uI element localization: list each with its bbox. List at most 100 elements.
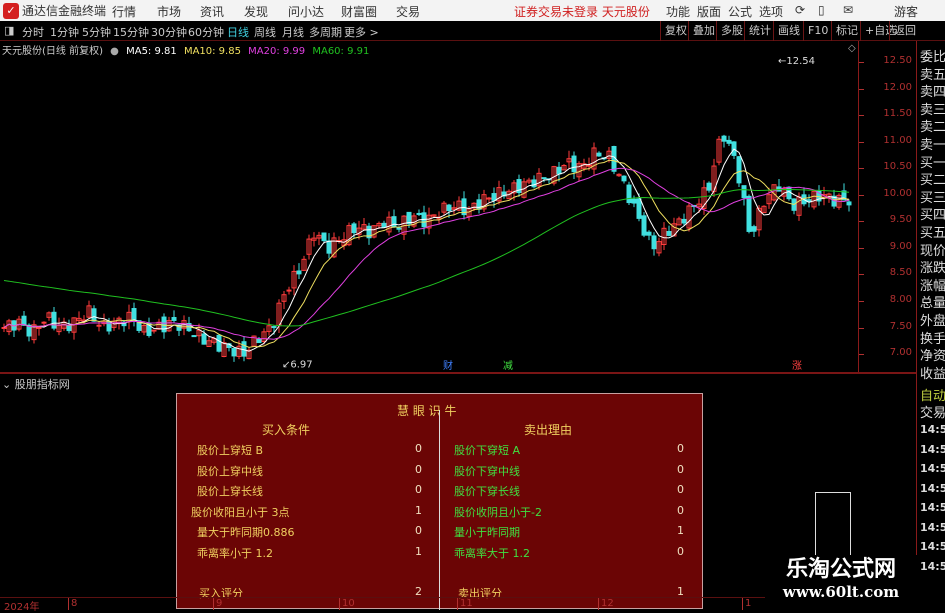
period-more[interactable]: 更多 >	[344, 26, 379, 39]
period-5min[interactable]: 5分钟	[82, 26, 111, 39]
candle	[761, 205, 767, 214]
btn-duogu[interactable]: 多股	[716, 21, 747, 41]
buy-condition-value: 0	[415, 462, 422, 476]
btn-tongji[interactable]: 统计	[744, 21, 775, 41]
btn-zixuan[interactable]: +自选	[860, 21, 900, 41]
period-daily[interactable]: 日线	[227, 26, 249, 39]
buy-condition-value: 0	[415, 483, 422, 496]
price-tick: 10.50	[883, 161, 912, 173]
candle	[566, 158, 572, 163]
buy-header: 买入条件	[262, 423, 311, 437]
menu-wenxiaoda[interactable]: 问小达	[288, 5, 325, 19]
quote-label-17: 净资	[920, 349, 945, 365]
sell-reason-label: 股价下穿短 A	[454, 444, 521, 457]
candle	[316, 234, 322, 239]
period-1min[interactable]: 1分钟	[50, 26, 79, 39]
mail-icon[interactable]: ✉	[843, 3, 854, 17]
candle	[301, 258, 307, 271]
quote-label-1: 卖五	[920, 67, 945, 83]
menu-jiaoyi[interactable]: 交易	[396, 5, 421, 19]
candle	[326, 240, 332, 254]
candle	[661, 227, 667, 246]
diamond-icon[interactable]: ◇	[848, 43, 856, 54]
menu-faxian[interactable]: 发现	[244, 5, 269, 19]
menu-gongneng[interactable]: 功能	[666, 5, 691, 19]
candle	[651, 235, 657, 250]
sell-reason-value: 1	[677, 524, 684, 537]
candle	[356, 227, 362, 236]
title-bar: ✓ 通达信金融终端	[0, 0, 945, 21]
menu-xuanxiang[interactable]: 选项	[759, 5, 784, 19]
info-toggle-icon[interactable]: ●	[110, 46, 119, 57]
buy-condition-label: 股价上穿短 B	[197, 444, 264, 457]
trade-time: 14:56	[920, 481, 945, 495]
event-marker: 涨	[792, 360, 802, 372]
btn-biaoji[interactable]: 标记	[831, 21, 862, 41]
event-marker: 财	[443, 359, 453, 372]
refresh-icon[interactable]: ⟳	[795, 3, 806, 17]
date-label: 11	[457, 598, 473, 610]
period-multi[interactable]: 多周期	[309, 26, 342, 39]
quote-label-9: 买四	[920, 208, 945, 224]
candle	[686, 205, 692, 229]
date-label: 2024年	[4, 602, 40, 613]
candle	[446, 204, 452, 212]
candle	[406, 211, 412, 225]
period-weekly[interactable]: 周线	[254, 26, 276, 39]
login-status[interactable]: 证券交易未登录 天元股份	[514, 5, 650, 19]
candle	[246, 349, 252, 360]
candle	[571, 155, 577, 173]
low-annotation: ↙6.97	[282, 360, 313, 371]
menu-hangqing[interactable]: 行情	[112, 5, 137, 19]
menu-banmian[interactable]: 版面	[697, 5, 722, 19]
period-15min[interactable]: 15分钟	[113, 26, 149, 39]
candle	[351, 223, 357, 234]
btn-diejia[interactable]: 叠加	[688, 21, 719, 41]
sell-reason-label: 乖离率大于 1.2	[454, 546, 530, 560]
user-label[interactable]: 游客	[894, 5, 919, 19]
stock-name: 天元股份(日线 前复权)	[2, 46, 103, 57]
period-monthly[interactable]: 月线	[282, 26, 304, 39]
candle	[581, 163, 587, 169]
date-label: 9	[213, 598, 222, 610]
btn-huaxian[interactable]: 画线	[773, 21, 804, 41]
candle	[376, 222, 382, 227]
candle	[286, 289, 292, 292]
ma60-line	[3, 188, 850, 327]
menu-caifuquan[interactable]: 财富圈	[341, 5, 378, 19]
candle	[36, 327, 42, 330]
btn-f10[interactable]: F10	[803, 21, 832, 41]
candle	[616, 173, 622, 177]
candle	[561, 164, 567, 171]
auto-label[interactable]: 自动	[920, 389, 945, 404]
menu-zixun[interactable]: 资讯	[200, 5, 225, 19]
btn-fanhui[interactable]: 返回	[889, 21, 920, 41]
phone-icon[interactable]: ▯	[818, 3, 825, 17]
quote-label-8: 买三	[920, 190, 945, 206]
candle	[196, 329, 202, 337]
kline-chart[interactable]: ←12.54 ↙6.97 财 减 涨	[0, 41, 858, 372]
candle	[231, 347, 237, 357]
candle	[586, 164, 592, 167]
candle	[281, 294, 287, 302]
buy-condition-label: 股价上穿中线	[197, 464, 263, 478]
panel-toggle-icon[interactable]: ◨	[4, 24, 15, 37]
quote-label-7: 买二	[920, 173, 945, 189]
price-tick: 7.00	[889, 347, 912, 359]
candle	[386, 216, 392, 233]
buy-score: 2	[415, 585, 422, 598]
btn-fuquan[interactable]: 复权	[660, 21, 691, 41]
candle	[656, 241, 662, 254]
period-60min[interactable]: 60分钟	[188, 26, 224, 39]
candle	[306, 238, 312, 255]
menu-shichang[interactable]: 市场	[157, 5, 182, 19]
candle	[636, 198, 642, 219]
panel-divider[interactable]	[0, 372, 916, 374]
period-30min[interactable]: 30分钟	[151, 26, 187, 39]
menu-gongshi[interactable]: 公式	[728, 5, 753, 19]
candle	[206, 340, 212, 347]
price-tick: 8.00	[889, 293, 912, 305]
candle	[146, 323, 152, 336]
period-fenshi[interactable]: 分时	[22, 26, 44, 39]
collapse-icon[interactable]: ⌄	[2, 378, 12, 391]
